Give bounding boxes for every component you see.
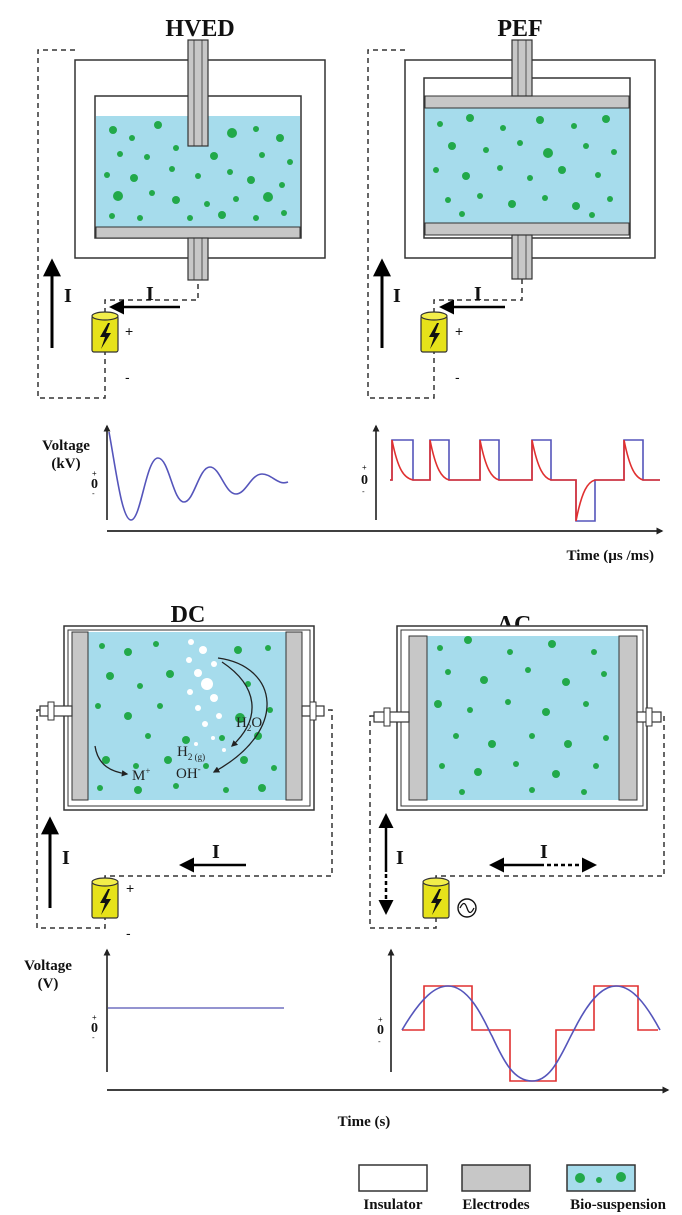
- legend-insulator-swatch: [358, 1164, 428, 1192]
- pef-title: PEF: [497, 16, 542, 42]
- ac-waveform-red: [402, 985, 658, 1082]
- top-left-minus-tick: -: [92, 489, 95, 498]
- ac-circuit-wire: [369, 715, 665, 929]
- top-xlabel: Time (µs /ms): [566, 548, 654, 564]
- hved-current-label-horizontal: I: [146, 283, 154, 305]
- ac-left-electrode: [408, 635, 428, 801]
- bottom-right-minus-tick: -: [378, 1037, 381, 1046]
- ac-source-sine-icon: [457, 898, 477, 918]
- pef-plus: +: [455, 323, 463, 339]
- dc-reaction-arrow-oh: [212, 657, 268, 773]
- dc-particles: [95, 641, 277, 794]
- top-left-zero: 0: [91, 477, 98, 492]
- dc-oh-label: OH-: [176, 764, 201, 782]
- hved-bottom-stem: [187, 237, 209, 281]
- ac-panel: AC I I: [369, 612, 665, 929]
- dc-h2o-label: H2O: [236, 715, 262, 733]
- bottom-xlabel: Time (s): [338, 1114, 391, 1130]
- pef-top-stem: [511, 39, 533, 97]
- legend-insulator-label: Insulator: [363, 1197, 423, 1213]
- top-ylabel-line1: Voltage: [42, 438, 90, 454]
- ac-current-label-vertical: I: [396, 847, 404, 869]
- pef-top-electrode: [424, 95, 630, 109]
- pef-bottom-electrode: [424, 222, 630, 236]
- hved-battery: [91, 311, 119, 353]
- dc-panel: DC H2O H2 (g) OH-: [36, 602, 333, 941]
- top-voltage-plots: Voltage (kV) + 0 - + 0 - Time (µs /ms): [42, 424, 664, 564]
- pef-circuit-wire: [367, 49, 523, 399]
- ac-particles: [434, 636, 609, 795]
- hved-plus: +: [125, 323, 133, 339]
- legend-electrodes-label: Electrodes: [462, 1197, 529, 1213]
- hved-minus: -: [125, 369, 130, 385]
- legend-electrodes-swatch: [461, 1164, 531, 1192]
- pef-panel: PEF I I + -: [367, 16, 656, 399]
- bottom-left-minus-tick: -: [92, 1033, 95, 1042]
- top-ylabel-line2: (kV): [51, 456, 80, 472]
- legend: Insulator Electrodes Bio-suspension: [358, 1164, 667, 1213]
- bottom-right-plus-tick: +: [378, 1015, 383, 1024]
- bottom-right-zero: 0: [377, 1023, 384, 1038]
- top-left-plus-tick: +: [92, 469, 97, 478]
- dc-m-label: M+: [132, 766, 150, 784]
- pef-particles: [433, 114, 617, 218]
- pef-minus: -: [455, 369, 460, 385]
- ac-liquid: [427, 636, 619, 800]
- dc-battery: [91, 877, 119, 919]
- dc-title: DC: [171, 602, 206, 628]
- hved-title: HVED: [165, 16, 234, 42]
- pef-liquid: [425, 108, 629, 223]
- legend-biosuspension-label: Bio-suspension: [570, 1197, 667, 1213]
- bottom-voltage-plots: Voltage (V) + 0 - + 0 - Time (s): [24, 948, 670, 1130]
- ac-right-electrode: [618, 635, 638, 801]
- dc-gas-bubbles: [186, 639, 226, 752]
- hved-waveform: [108, 431, 289, 521]
- ac-current-label-horizontal: I: [540, 841, 548, 863]
- bottom-ylabel-line1: Voltage: [24, 958, 72, 974]
- bottom-left-zero: 0: [91, 1021, 98, 1036]
- dc-right-electrode: [285, 631, 303, 801]
- ac-left-connector: [373, 711, 410, 723]
- dc-circuit-wire: [36, 709, 333, 929]
- dc-current-label-vertical: I: [62, 847, 70, 869]
- dc-minus: -: [126, 925, 131, 941]
- dc-plus: +: [126, 880, 134, 896]
- dc-h2-label: H2 (g): [177, 744, 205, 762]
- top-right-plus-tick: +: [362, 463, 367, 472]
- pef-bottom-stem: [511, 234, 533, 280]
- pef-current-label-horizontal: I: [474, 283, 482, 305]
- hved-particles: [104, 121, 293, 221]
- bottom-left-plus-tick: +: [92, 1013, 97, 1022]
- dc-reaction-arrow-m: [94, 745, 129, 777]
- hved-bottom-electrode: [95, 226, 301, 239]
- ac-battery: [422, 877, 450, 919]
- dc-reaction-arrow-h2: [221, 661, 253, 747]
- dc-left-connector: [39, 705, 73, 717]
- bottom-ylabel-line2: (V): [38, 976, 59, 992]
- pef-current-label-vertical: I: [393, 285, 401, 307]
- dc-current-label-horizontal: I: [212, 841, 220, 863]
- ac-waveform-blue: [401, 985, 661, 1082]
- top-right-minus-tick: -: [362, 487, 365, 496]
- top-right-zero: 0: [361, 473, 368, 488]
- hved-needle-electrode: [187, 39, 209, 147]
- pef-waveform-red: [390, 439, 660, 522]
- hved-current-label-vertical: I: [64, 285, 72, 307]
- pef-battery: [420, 311, 448, 353]
- hved-panel: HVED I I: [37, 16, 326, 399]
- dc-left-electrode: [71, 631, 89, 801]
